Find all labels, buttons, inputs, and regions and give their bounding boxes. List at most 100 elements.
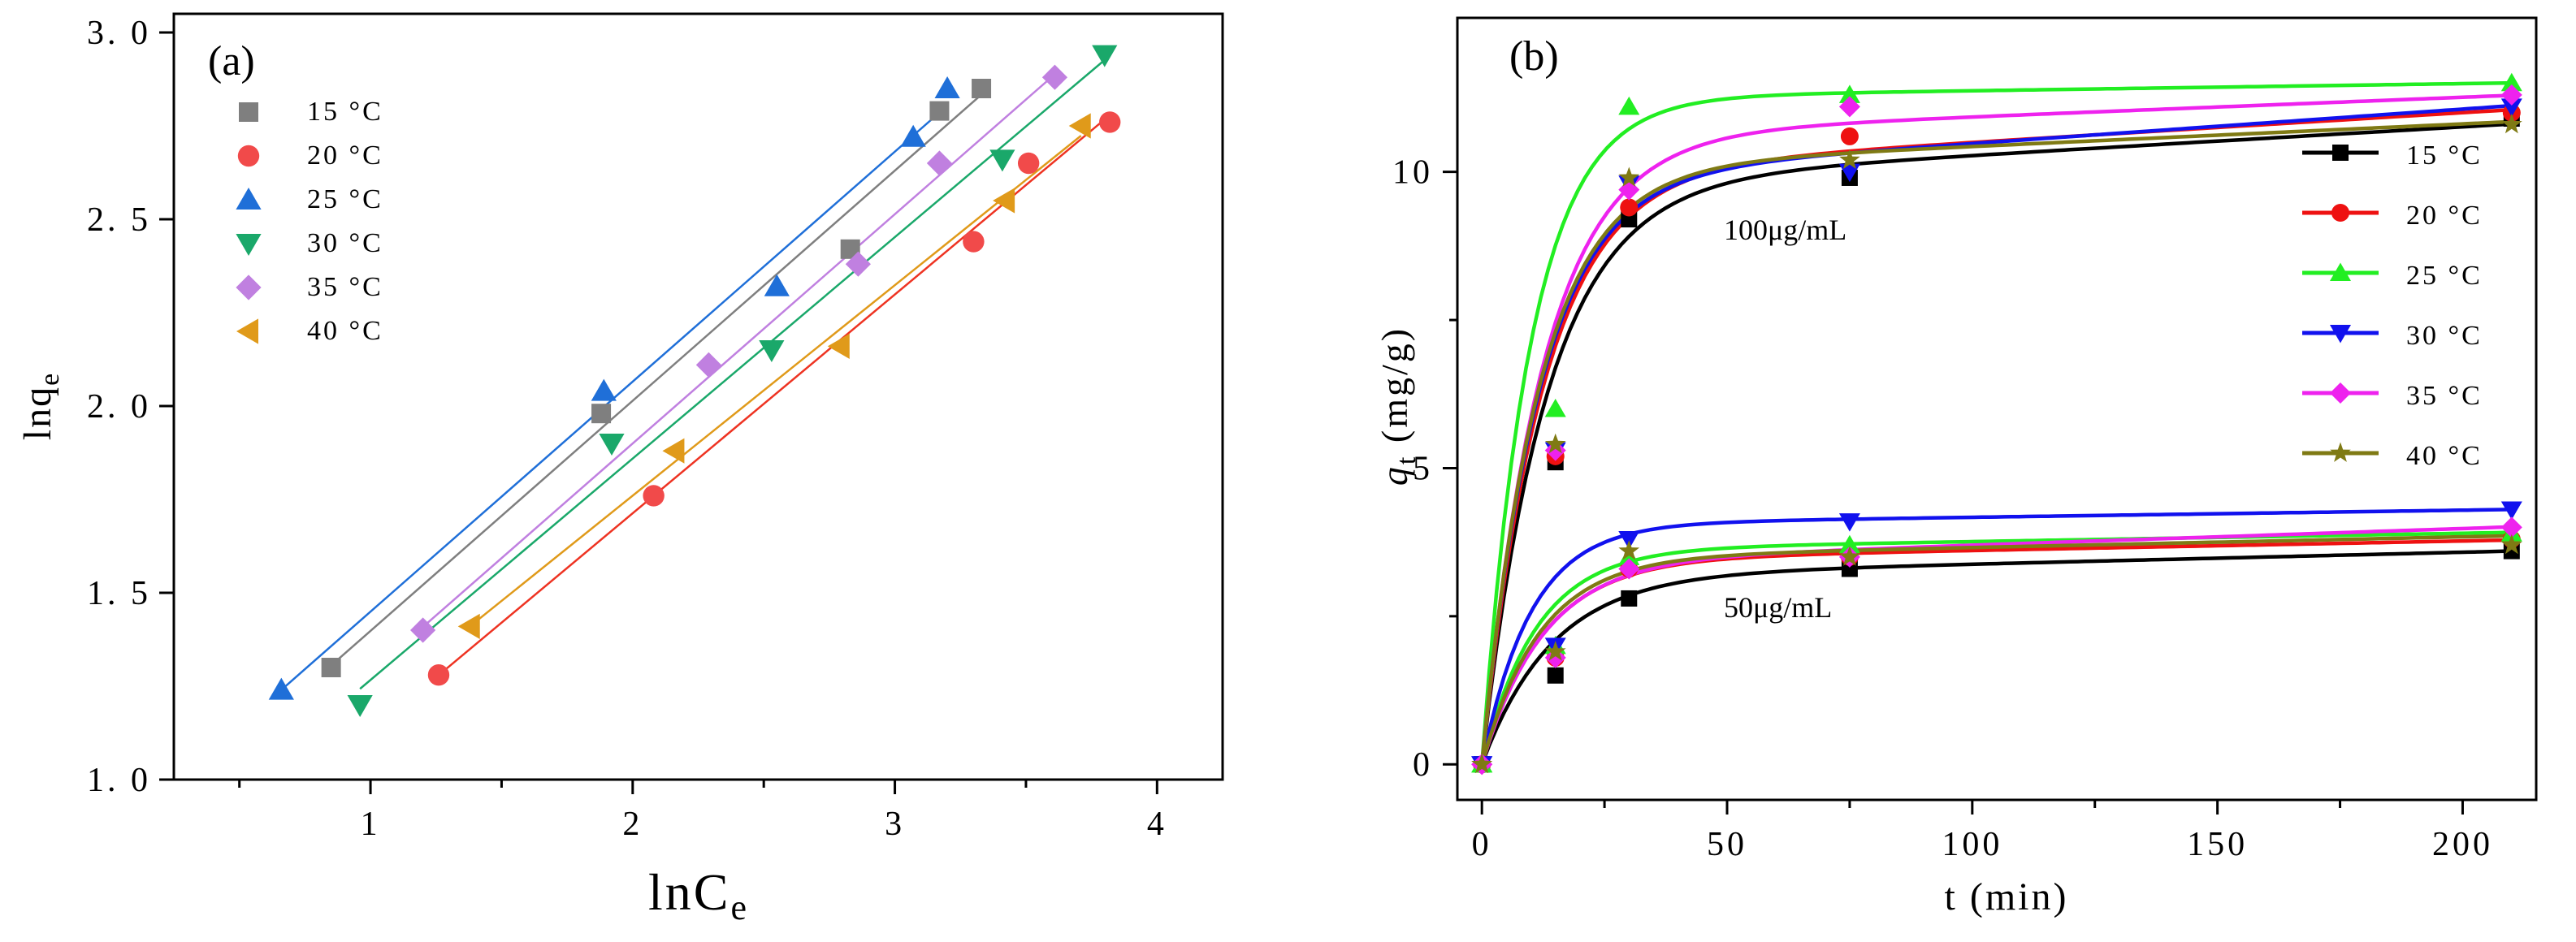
panel-a-y-axis-label: lnqe	[16, 372, 65, 440]
legend-marker-25c	[236, 188, 262, 210]
panel-b-data-points	[1471, 72, 2522, 776]
legend-marker-20c	[2331, 204, 2349, 222]
legend-label-30c: 30 °C	[307, 228, 383, 258]
y-tick-label: 10	[1392, 154, 1433, 192]
data-point-40c	[993, 188, 1015, 214]
data-point-30c	[989, 149, 1015, 172]
legend-label-40c: 40 °C	[2406, 441, 2483, 471]
fit-line-20c	[438, 114, 1111, 676]
data-point-35c	[1041, 64, 1068, 90]
legend-temp: 40	[2406, 441, 2448, 471]
legend-marker-40c	[2330, 442, 2351, 462]
legend-label-15c: 15 °C	[307, 97, 383, 127]
data-point-20c	[427, 664, 450, 686]
data-point-30c	[1092, 45, 1118, 67]
annotation-50ug: 50μg/mL	[1724, 591, 1832, 624]
legend-label-25c: 25 °C	[307, 184, 383, 214]
panel-a-y-ticks: 1. 0 1. 5 2. 0 2. 5 3. 0	[87, 15, 174, 799]
fit-line-15c	[330, 93, 982, 667]
data-point-50-30c	[1838, 513, 1860, 532]
y-tick-label: 1. 5	[87, 575, 151, 612]
data-point-40c	[1068, 113, 1091, 139]
legend-temp: 30	[2406, 321, 2448, 351]
legend-marker-15c	[239, 102, 258, 122]
legend-temp: 25	[2406, 261, 2448, 291]
data-point-30c	[599, 434, 625, 456]
panel-a-y-axis-label-main: lnq	[16, 386, 59, 440]
panel-b-y-axis-label-main: q	[1374, 465, 1415, 486]
panel-b-plot-frame	[1456, 16, 2538, 802]
data-point-40c	[662, 438, 685, 464]
data-point-20c	[1099, 111, 1121, 133]
x-tick-label: 1	[361, 806, 381, 843]
data-point-50-15c	[1621, 590, 1638, 607]
legend-label-40c: 40 °C	[307, 316, 383, 346]
data-point-50-35c	[1618, 558, 1640, 580]
x-tick-label: 100	[1942, 826, 2002, 863]
fit-line-40c	[469, 135, 1082, 628]
legend-marker-35c	[2330, 382, 2351, 404]
x-tick-label: 50	[1707, 826, 1747, 863]
fit-curve-50-25c	[1480, 530, 2512, 765]
y-tick-label: 3. 0	[87, 15, 151, 52]
panel-b-y-axis-label-rest: (mg/g)	[1374, 326, 1415, 455]
legend-label-15c: 15 °C	[2406, 140, 2483, 171]
fit-curve-100-35c	[1479, 93, 2512, 765]
y-tick-label: 2. 0	[87, 388, 151, 426]
legend-marker-20c	[237, 145, 260, 167]
data-point-100-30c	[2500, 98, 2522, 117]
data-point-100-35c	[1838, 96, 1860, 118]
panel-b-x-axis-label: t (min)	[1945, 875, 2069, 918]
panel-a-x-ticks: 1 2 3 4	[238, 780, 1164, 843]
x-tick-label: 0	[1472, 826, 1492, 863]
data-point-25c	[934, 76, 960, 98]
data-point-25c	[900, 124, 926, 147]
panel-a-x-axis-label-sub: e	[730, 888, 749, 927]
legend-label-20c: 20 °C	[2406, 201, 2483, 231]
data-point-100-40c	[1618, 166, 1640, 187]
data-point-100-20c	[1840, 127, 1859, 145]
x-tick-label: 3	[885, 806, 905, 843]
data-point-25c	[591, 378, 617, 401]
legend-label-30c: 30 °C	[2406, 321, 2483, 351]
panel-a-chart: 1 2 3 4 1. 0 1. 5 2. 0 2. 5 3. 0 15 °C 20 °C 25 °…	[16, 12, 1224, 927]
legend-temp: 15	[2406, 140, 2448, 171]
panel-b-fit-curves	[1479, 80, 2512, 766]
data-point-100-35c	[2500, 84, 2522, 106]
data-point-15c	[321, 658, 341, 677]
legend-unit: °C	[2448, 140, 2483, 171]
data-point-50-40c	[2501, 534, 2522, 555]
legend-marker-35c	[236, 274, 262, 300]
data-point-100-25c	[2500, 72, 2522, 92]
data-point-100-25c	[1838, 84, 1860, 103]
data-point-100-40c	[1544, 433, 1566, 454]
fit-curve-50-15c	[1480, 549, 2512, 766]
panel-a-x-axis-label-main: lnC	[648, 863, 730, 921]
data-point-15c	[972, 79, 992, 98]
panel-b-label: (b)	[1509, 33, 1559, 80]
legend-unit: °C	[2448, 441, 2483, 471]
panel-a-plot-frame	[172, 12, 1224, 781]
legend-unit: °C	[2448, 321, 2483, 351]
panel-a-data-points	[268, 45, 1121, 717]
data-point-20c	[963, 231, 985, 253]
legend-marker-25c	[2330, 262, 2351, 281]
annotation-100ug: 100μg/mL	[1724, 214, 1846, 246]
x-tick-label: 150	[2187, 826, 2248, 863]
data-point-15c	[929, 101, 950, 121]
legend-marker-15c	[2332, 145, 2349, 161]
legend-marker-30c	[2330, 325, 2351, 344]
panel-b-y-ticks: 0 5 10	[1392, 154, 1457, 784]
data-point-25c	[268, 677, 294, 700]
data-point-15c	[591, 404, 612, 424]
legend-label-25c: 25 °C	[2406, 261, 2483, 291]
fit-curve-50-40c	[1480, 534, 2512, 765]
y-tick-label: 1. 0	[87, 762, 151, 799]
legend-unit: °C	[2448, 261, 2483, 291]
data-point-100-40c	[1839, 149, 1860, 169]
panel-b-y-axis-label: qt (mg/g)	[1374, 326, 1422, 486]
data-point-50-25c	[1618, 547, 1640, 565]
data-point-35c	[845, 251, 871, 277]
data-point-100-25c	[1544, 399, 1566, 417]
